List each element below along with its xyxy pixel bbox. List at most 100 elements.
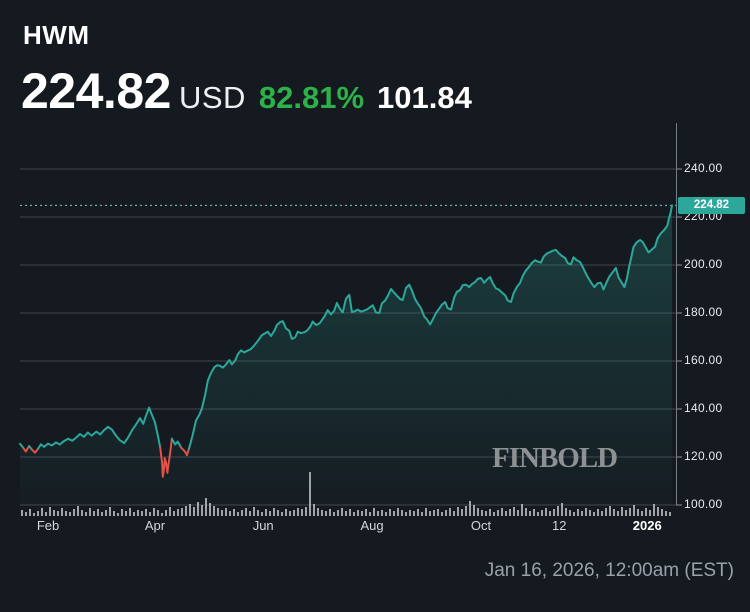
volume-bar xyxy=(125,511,127,516)
quote-timestamp: Jan 16, 2026, 12:00am (EST) xyxy=(484,560,734,581)
volume-bar xyxy=(321,510,323,516)
volume-bar xyxy=(349,509,351,516)
volume-bar xyxy=(61,508,63,516)
currency-label: USD xyxy=(178,80,246,115)
volume-bar xyxy=(257,510,259,516)
volume-bar xyxy=(157,510,159,516)
volume-bar xyxy=(577,509,579,516)
x-axis-tick-label: Oct xyxy=(470,518,492,533)
volume-bar xyxy=(413,511,415,516)
volume-bar xyxy=(621,507,623,516)
volume-bar xyxy=(33,513,35,516)
volume-bar xyxy=(249,511,251,516)
volume-bar xyxy=(113,511,115,516)
volume-bar xyxy=(665,511,667,516)
volume-bar xyxy=(209,503,211,516)
volume-bar xyxy=(441,512,443,516)
volume-bar xyxy=(537,512,539,516)
volume-bar xyxy=(169,507,171,516)
volume-bar xyxy=(105,510,107,516)
volume-bar xyxy=(317,508,319,516)
volume-bar xyxy=(557,506,559,516)
volume-bar xyxy=(421,512,423,516)
volume-bar xyxy=(117,513,119,516)
volume-bar xyxy=(241,510,243,516)
volume-bar xyxy=(265,509,267,516)
volume-bar xyxy=(429,511,431,516)
volume-bar xyxy=(445,510,447,516)
volume-bar xyxy=(65,511,67,516)
volume-bar xyxy=(433,510,435,516)
volume-bar xyxy=(109,507,111,516)
volume-bar xyxy=(189,504,191,516)
volume-bar xyxy=(369,512,371,516)
volume-bar xyxy=(561,503,563,516)
volume-bar xyxy=(405,512,407,516)
volume-bar xyxy=(633,505,635,516)
volume-bar xyxy=(277,510,279,516)
volume-bar xyxy=(297,508,299,516)
volume-bar xyxy=(457,507,459,516)
y-axis-tick-label: 240.00 xyxy=(684,161,723,175)
volume-bar xyxy=(177,509,179,516)
volume-bar xyxy=(233,509,235,516)
volume-bar xyxy=(41,508,43,516)
y-axis-tick-label: 140.00 xyxy=(684,401,723,415)
volume-bar xyxy=(261,512,263,516)
x-axis-tick-label: Aug xyxy=(360,518,384,533)
volume-bar xyxy=(461,509,463,516)
volume-bar xyxy=(521,504,523,516)
volume-bar xyxy=(381,510,383,516)
volume-bar xyxy=(661,509,663,516)
volume-bar xyxy=(649,510,651,516)
price-row: 224.82 USD 82.81% 101.84 xyxy=(21,62,472,120)
volume-bar xyxy=(341,508,343,516)
volume-bar xyxy=(293,510,295,516)
volume-bar xyxy=(137,510,139,516)
volume-bar xyxy=(229,511,231,516)
volume-bar xyxy=(21,510,23,516)
volume-bar xyxy=(25,512,27,516)
current-price: 224.82 xyxy=(21,63,171,119)
volume-bar xyxy=(425,508,427,516)
volume-bar xyxy=(181,508,183,516)
volume-bar xyxy=(569,510,571,516)
volume-bar xyxy=(581,511,583,516)
volume-bar xyxy=(161,513,163,516)
volume-bar xyxy=(133,512,135,516)
volume-bar xyxy=(597,509,599,516)
volume-bar xyxy=(465,506,467,516)
volume-bar xyxy=(149,512,151,516)
volume-bar xyxy=(325,511,327,516)
volume-bar xyxy=(617,511,619,516)
volume-bar xyxy=(45,512,47,516)
volume-bar xyxy=(481,510,483,516)
volume-bar xyxy=(541,510,543,516)
volume-bar xyxy=(281,512,283,516)
volume-bar xyxy=(629,508,631,516)
volume-bar xyxy=(669,512,671,516)
volume-bar xyxy=(605,508,607,516)
volume-bar xyxy=(77,506,79,516)
volume-bar xyxy=(173,511,175,516)
x-axis-tick-label: 2026 xyxy=(632,518,662,533)
volume-bar xyxy=(53,510,55,516)
volume-bar xyxy=(601,511,603,516)
volume-bar xyxy=(609,506,611,516)
volume-bar xyxy=(193,507,195,516)
y-axis-tick-label: 180.00 xyxy=(684,305,723,319)
volume-bar xyxy=(565,508,567,516)
y-axis-tick-label: 120.00 xyxy=(684,449,723,463)
volume-bar xyxy=(501,508,503,516)
volume-bar xyxy=(533,509,535,516)
volume-bar xyxy=(101,512,103,516)
volume-bar xyxy=(217,508,219,516)
volume-bar xyxy=(477,508,479,516)
volume-bar xyxy=(613,509,615,516)
volume-bar xyxy=(141,511,143,516)
volume-bar xyxy=(437,509,439,516)
volume-bar xyxy=(589,510,591,516)
